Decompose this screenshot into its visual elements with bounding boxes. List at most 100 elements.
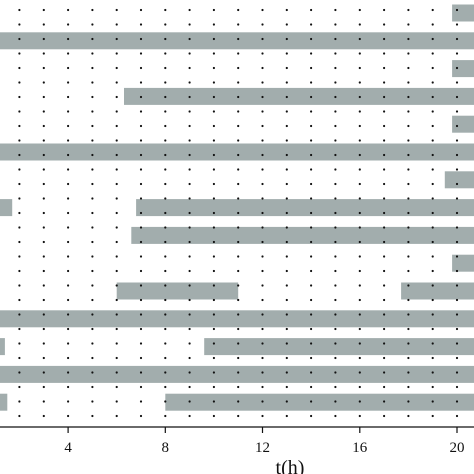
grid-dot: [188, 52, 191, 55]
grid-dot: [431, 226, 434, 229]
x-tick-label-20: 20: [450, 440, 465, 456]
grid-dot: [285, 37, 288, 41]
grid-dot: [164, 197, 167, 200]
grid-dot: [237, 66, 240, 70]
grid-dot: [139, 52, 143, 55]
grid-dot: [139, 66, 143, 70]
bar-row-11-seg-0: [0, 310, 474, 328]
grid-dot: [212, 66, 215, 70]
grid-dot: [407, 52, 410, 55]
grid-dot: [188, 269, 191, 273]
grid-dot: [431, 168, 434, 171]
grid-dot: [42, 356, 45, 360]
grid-dot: [237, 226, 240, 229]
grid-dot: [91, 66, 94, 70]
grid-dot: [188, 400, 191, 403]
grid-dot: [18, 385, 21, 389]
grid-dot: [383, 284, 386, 287]
grid-dot: [383, 371, 386, 374]
grid-dot: [139, 240, 143, 244]
grid-dot: [139, 414, 143, 418]
grid-dot: [237, 327, 240, 331]
grid-dot: [164, 371, 167, 374]
grid-dot: [115, 342, 118, 345]
grid-dot: [115, 211, 118, 215]
grid-dot: [383, 124, 386, 128]
grid-dot: [91, 298, 94, 302]
grid-dot: [455, 81, 459, 84]
grid-dot: [285, 327, 288, 331]
grid-dot: [455, 182, 459, 186]
grid-dot: [383, 95, 386, 99]
grid-dot: [455, 284, 459, 287]
grid-dot: [261, 153, 264, 157]
grid-dot: [18, 110, 21, 113]
grid-dot: [18, 284, 21, 287]
grid-dot: [310, 139, 313, 142]
grid-dot: [18, 153, 21, 157]
bar-row-3-seg-0: [124, 87, 474, 105]
grid-dot: [18, 95, 21, 99]
grid-dot: [188, 284, 191, 287]
grid-dot: [42, 66, 45, 70]
grid-dot: [164, 168, 167, 171]
grid-dot: [455, 110, 459, 113]
grid-dot: [334, 400, 337, 403]
grid-dot: [358, 342, 361, 345]
grid-dot: [18, 400, 21, 403]
grid-dot: [67, 400, 70, 403]
grid-dot: [455, 95, 459, 99]
grid-dot: [431, 81, 434, 84]
grid-dot: [164, 313, 167, 316]
grid-dot: [18, 269, 21, 273]
grid-dot: [164, 110, 167, 113]
grid-dot: [407, 385, 410, 389]
grid-dot: [212, 52, 215, 55]
grid-dot: [285, 400, 288, 403]
grid-dot: [18, 327, 21, 331]
grid-dot: [237, 139, 240, 142]
grid-dot: [115, 139, 118, 142]
grid-dot: [188, 23, 191, 26]
grid-dot: [261, 400, 264, 403]
grid-dot: [42, 153, 45, 157]
grid-dot: [188, 385, 191, 389]
bar-row-12-seg-0: [0, 338, 5, 356]
grid-dot: [237, 342, 240, 345]
bar-row-13-seg-0: [0, 365, 474, 383]
grid-dot: [431, 313, 434, 316]
grid-dot: [42, 211, 45, 215]
grid-dot: [383, 356, 386, 360]
grid-dot: [358, 211, 361, 215]
grid-dot: [407, 23, 410, 26]
grid-dot: [91, 197, 94, 200]
grid-dot: [188, 95, 191, 99]
grid-dot: [42, 197, 45, 200]
grid-dot: [334, 313, 337, 316]
grid-dot: [455, 400, 459, 403]
grid-dot: [212, 81, 215, 84]
grid-dot: [115, 414, 118, 418]
grid-dot: [358, 255, 361, 258]
grid-dot: [237, 371, 240, 374]
grid-dot: [67, 356, 70, 360]
grid-dot: [358, 81, 361, 84]
grid-dot: [237, 81, 240, 84]
grid-dot: [91, 400, 94, 403]
grid-dot: [164, 284, 167, 287]
grid-dot: [455, 8, 459, 12]
grid-dot: [285, 313, 288, 316]
grid-dot: [358, 52, 361, 55]
grid-dot: [455, 211, 459, 215]
grid-dot: [67, 414, 70, 418]
grid-dot: [18, 226, 21, 229]
grid-dot: [212, 124, 215, 128]
grid-dot: [285, 371, 288, 374]
grid-dot: [139, 255, 143, 258]
grid-dot: [383, 298, 386, 302]
grid-dot: [237, 240, 240, 244]
grid-dot: [237, 8, 240, 12]
grid-dot: [383, 400, 386, 403]
grid-dot: [383, 197, 386, 200]
